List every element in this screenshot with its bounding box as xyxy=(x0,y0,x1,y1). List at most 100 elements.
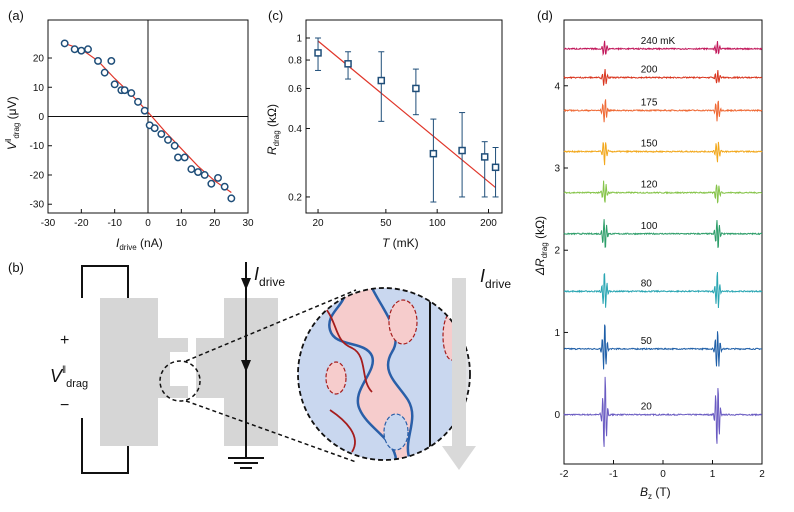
panel-a-xtick-label: 10 xyxy=(176,218,188,229)
panel-a-point xyxy=(150,124,159,133)
zoom-line-top xyxy=(185,289,357,362)
panel-a-point xyxy=(134,97,142,106)
panel-a-point xyxy=(180,153,189,162)
panel-c-ytick-label: 0.8 xyxy=(288,56,302,67)
panel-c-ylabel: Rdrag (kΩ) xyxy=(265,104,281,155)
panel-c-ytick-label: 0.4 xyxy=(288,124,302,135)
panel-d-xtick-label: 2 xyxy=(759,469,765,480)
edge-red-2 xyxy=(329,409,356,453)
panel-a-point xyxy=(200,171,209,179)
panel-a-point xyxy=(70,45,79,54)
drive-arrow-top xyxy=(241,278,251,290)
panel-d-trace-label: 175 xyxy=(641,97,658,108)
right-device-body xyxy=(224,298,278,446)
panel-a-ylabel: V‖drag (μV) xyxy=(4,96,21,150)
i-drive-label-1: Idrive xyxy=(254,264,285,289)
magnified-view xyxy=(298,288,470,460)
drive-arrow-mid xyxy=(241,360,251,372)
edge-blue-1 xyxy=(328,288,398,460)
panel-a-point xyxy=(100,68,109,77)
panel-d-ylabel: ΔRdrag (kΩ) xyxy=(533,216,549,276)
panel-b-label: (b) xyxy=(8,260,24,275)
panel-d-trace-0 xyxy=(563,376,763,447)
panel-c-chart: 20 50 100 200 0.2 0.4 0.6 0.8 1 T (mK) Rdrag (kΩ… xyxy=(265,19,503,250)
panel-c-ytick-label: 1 xyxy=(296,34,302,45)
panel-d-frame xyxy=(563,19,763,465)
red-island-2 xyxy=(325,361,347,395)
plus-sign: + xyxy=(60,332,69,349)
panel-c-xlabel: T (mK) xyxy=(382,236,419,250)
panel-c-error-bars xyxy=(315,37,499,203)
panel-a-point xyxy=(157,130,166,138)
panel-a-point xyxy=(174,153,182,162)
panel-c-ytick-label: 0.2 xyxy=(288,192,302,203)
panel-a-point xyxy=(214,173,222,182)
zoom-line-bottom xyxy=(185,400,357,463)
panel-a-point xyxy=(170,141,179,150)
panel-a-chart: -30 -20 -10 0 10 20 30 -30 -20 -10 0 10 20 Idrive (n… xyxy=(4,19,254,252)
panel-a-point xyxy=(227,194,236,203)
panel-a-ytick-label: -30 xyxy=(30,200,45,211)
panel-d-trace-label: 50 xyxy=(641,336,653,347)
panel-c-point xyxy=(458,146,466,155)
panel-d-trace-4 xyxy=(563,180,763,204)
panel-d-ytick-label: 1 xyxy=(554,328,560,339)
panel-d-trace-7 xyxy=(563,69,763,86)
panel-a-xtick-label: 0 xyxy=(145,218,151,229)
panel-a-ytick-label: -20 xyxy=(30,170,45,181)
panel-c-xtick-label: 50 xyxy=(380,218,392,229)
panel-d-trace-label: 200 xyxy=(641,65,658,76)
panel-a-ytick-label: 0 xyxy=(38,112,44,123)
panel-c-point xyxy=(412,84,420,93)
panel-c-xtick-label: 100 xyxy=(429,218,446,229)
panel-d-trace-3 xyxy=(563,219,763,248)
panel-c-point xyxy=(314,49,322,57)
zoom-source-circle xyxy=(159,360,201,402)
panel-a-points xyxy=(60,39,236,203)
big-drive-arrow-head xyxy=(442,446,476,470)
panel-d-trace-label: 100 xyxy=(641,221,658,232)
big-drive-arrow-shaft xyxy=(452,278,466,446)
voltage-lead-bottom xyxy=(81,418,129,474)
panel-a-xtick-label: -20 xyxy=(74,218,89,229)
panel-d-ytick-label: 3 xyxy=(554,164,560,175)
panel-d-trace-labels: 20 50 80 100 120 150 175 200 240 mK xyxy=(641,36,676,413)
panel-a-point xyxy=(127,89,136,98)
panel-a-xlabel: Idrive (nA) xyxy=(116,236,163,252)
panel-d-xtick-label: 1 xyxy=(710,469,716,480)
panel-a-point xyxy=(187,165,196,174)
panel-c-xtick-label: 20 xyxy=(312,218,324,229)
panel-d-trace-label: 20 xyxy=(641,402,653,413)
panel-a-label: (a) xyxy=(8,8,24,23)
panel-a-point xyxy=(220,182,229,191)
panel-a-ytick-label: -10 xyxy=(30,141,45,152)
panel-a-point xyxy=(107,56,116,65)
panel-c-ytick-label: 0.6 xyxy=(288,84,302,95)
edge-red-1 xyxy=(317,299,373,393)
panel-d-trace-8 xyxy=(563,40,763,57)
panel-c-points xyxy=(314,49,500,172)
red-island xyxy=(388,299,418,345)
panel-a-ticks: -30 -20 -10 0 10 20 30 -30 -20 -10 0 10 20 xyxy=(30,54,254,229)
panel-d-xtick-label: -2 xyxy=(560,469,569,480)
panel-a-xtick-label: -10 xyxy=(107,218,122,229)
panel-d-ytick-label: 2 xyxy=(554,246,560,257)
panel-d-xlabel: Bz (T) xyxy=(640,485,671,501)
panel-d-trace-6 xyxy=(563,99,763,123)
right-device-arm xyxy=(196,338,224,398)
panel-a-point xyxy=(207,179,216,188)
panel-d-trace-label: 80 xyxy=(641,278,653,289)
magnified-circle-outline xyxy=(297,287,471,461)
panel-c-frame xyxy=(305,19,503,214)
panel-a-xtick-label: -30 xyxy=(41,218,56,229)
panel-d-trace-5 xyxy=(563,141,763,166)
panel-d-xtick-label: 0 xyxy=(660,469,666,480)
panel-c-xtick-label: 200 xyxy=(480,218,497,229)
panel-d-ytick-label: 0 xyxy=(554,410,560,421)
panel-a-ytick-label: 20 xyxy=(33,54,45,65)
left-device-body xyxy=(100,298,158,446)
panel-b-schematic: + − V‖drag Idrive xyxy=(50,262,511,474)
